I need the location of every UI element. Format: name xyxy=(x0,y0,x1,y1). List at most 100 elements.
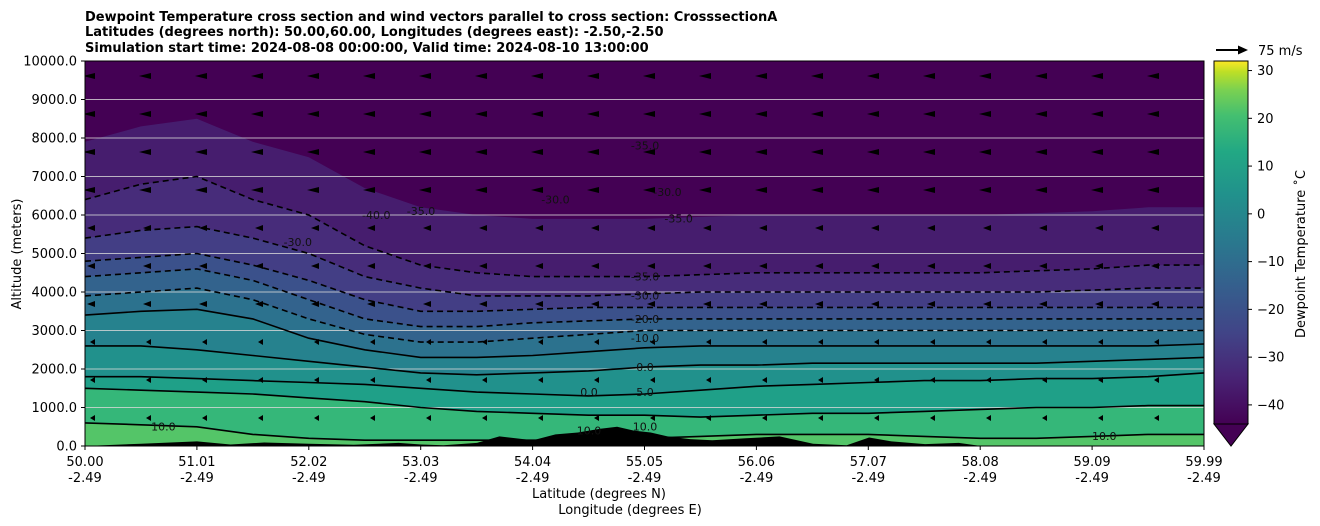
wind-vector xyxy=(1035,111,1047,117)
wind-vector xyxy=(419,187,431,193)
field-band-9 xyxy=(85,388,1204,446)
contour-labels: -35.0 -30.0 -40.0 -35.0 -30.0 -30.0 -35.0 -35.0… xyxy=(151,140,1116,444)
wind-vector xyxy=(90,339,95,345)
wind-reference-key: 75 m/s xyxy=(1216,44,1303,59)
x-axis-label-longitude: Longitude (degrees E) xyxy=(558,503,702,518)
wind-vector xyxy=(1042,339,1047,345)
wind-vector xyxy=(818,377,823,383)
wind-vector xyxy=(1098,377,1103,383)
wind-vector xyxy=(85,111,95,117)
y-axis-ticks: 0.0 1000.0 2000.0 3000.0 4000.0 5000.0 6000.0 7… xyxy=(23,55,85,455)
contour-label: -35.0 xyxy=(407,205,435,218)
wind-vector xyxy=(1042,415,1047,421)
wind-vector xyxy=(979,73,991,79)
x-tick-label-lon: -2.49 xyxy=(851,471,885,486)
wind-vector xyxy=(871,225,879,231)
wind-vector xyxy=(307,73,319,79)
y-tick-label: 6000.0 xyxy=(32,209,78,224)
wind-vector xyxy=(983,301,991,307)
wind-vector xyxy=(1095,263,1103,269)
x-tick-label-lat: 50.00 xyxy=(66,455,103,470)
wind-vector xyxy=(143,225,151,231)
colorbar-label: Dewpoint Temperature ˚C xyxy=(1293,170,1309,338)
wind-vector xyxy=(1042,377,1047,383)
wind-vector xyxy=(1151,301,1159,307)
wind-vector xyxy=(139,187,151,193)
wind-vector xyxy=(367,225,375,231)
wind-vector xyxy=(363,111,375,117)
wind-vector xyxy=(251,73,263,79)
wind-vector xyxy=(1039,301,1047,307)
wind-vector xyxy=(927,263,935,269)
wind-vector xyxy=(811,73,823,79)
chart-title-line-1: Dewpoint Temperature cross section and w… xyxy=(85,10,777,25)
wind-vector xyxy=(139,111,151,117)
wind-vector xyxy=(811,187,823,193)
wind-vector xyxy=(146,377,151,383)
wind-vector xyxy=(1091,187,1103,193)
wind-reference-label: 75 m/s xyxy=(1258,44,1303,59)
colorbar-ticks: 30 20 10 0 −10 −20 −30 −40 xyxy=(1248,64,1284,413)
wind-vector xyxy=(531,73,543,79)
wind-vector xyxy=(139,149,151,155)
wind-vector xyxy=(363,149,375,155)
wind-vector xyxy=(423,263,431,269)
contour-line--25.0 xyxy=(85,252,1204,313)
contour-label: 0.0 xyxy=(636,361,654,374)
wind-vector xyxy=(930,415,935,421)
contour-line--10.0 xyxy=(85,308,1204,359)
wind-vector xyxy=(311,263,319,269)
x-tick-label-lat: 51.01 xyxy=(178,455,215,470)
wind-vector xyxy=(643,187,655,193)
wind-vector xyxy=(759,225,767,231)
x-axis-label-latitude: Latitude (degrees N) xyxy=(532,487,666,502)
wind-vector xyxy=(1095,225,1103,231)
wind-vector xyxy=(867,73,879,79)
contour-label: 10.0 xyxy=(151,421,176,434)
wind-vector xyxy=(1147,111,1159,117)
wind-vector xyxy=(479,263,487,269)
wind-vector xyxy=(1147,73,1159,79)
wind-vector xyxy=(535,301,543,307)
x-tick-label-lon: -2.49 xyxy=(180,471,214,486)
wind-vector xyxy=(87,263,95,269)
wind-vector xyxy=(367,263,375,269)
wind-vector xyxy=(755,187,767,193)
x-tick-label-lon: -2.49 xyxy=(68,471,102,486)
wind-vector xyxy=(143,301,151,307)
wind-vector xyxy=(818,339,823,345)
wind-vector xyxy=(811,111,823,117)
contour-label: 0.0 xyxy=(580,386,598,399)
wind-vector xyxy=(874,377,879,383)
wind-vector xyxy=(979,187,991,193)
wind-vector xyxy=(535,225,543,231)
contour-label: -35.0 xyxy=(664,213,692,226)
wind-vector xyxy=(1147,187,1159,193)
contour-label: -35.0 xyxy=(631,270,659,283)
wind-vector xyxy=(1154,339,1159,345)
wind-vector xyxy=(986,377,991,383)
wind-vector xyxy=(703,225,711,231)
wind-vector xyxy=(923,149,935,155)
wind-vector xyxy=(255,301,263,307)
wind-vector xyxy=(482,415,487,421)
wind-vector xyxy=(479,301,487,307)
colorbar-tick-label: 10 xyxy=(1257,160,1274,175)
wind-vector xyxy=(1098,415,1103,421)
wind-vector xyxy=(314,377,319,383)
contour-line--35.0 xyxy=(85,175,1204,278)
wind-vector xyxy=(139,73,151,79)
wind-vector xyxy=(1098,339,1103,345)
y-tick-label: 8000.0 xyxy=(32,132,78,147)
wind-vector xyxy=(146,339,151,345)
wind-vector xyxy=(202,415,207,421)
wind-vector xyxy=(258,339,263,345)
wind-vector xyxy=(195,187,207,193)
wind-vector xyxy=(419,149,431,155)
wind-vector xyxy=(650,415,655,421)
wind-vector xyxy=(755,111,767,117)
x-tick-label-lat: 52.02 xyxy=(290,455,327,470)
wind-vector xyxy=(986,415,991,421)
wind-vector xyxy=(1095,301,1103,307)
y-axis-label: Altitude (meters) xyxy=(10,199,25,310)
